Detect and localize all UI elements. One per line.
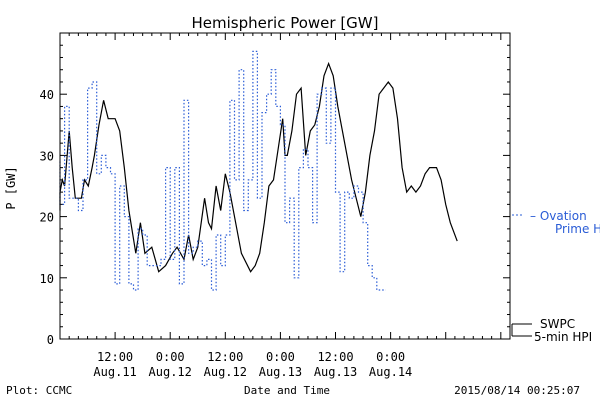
chart-title: Hemispheric Power [GW] — [192, 14, 379, 32]
legend-ovation-line1: – Ovation — [530, 209, 587, 223]
x-tick-label-time: 0:00 — [156, 350, 185, 364]
y-tick-label: 10 — [40, 272, 54, 286]
y-axis-label: P [GW] — [4, 166, 18, 209]
x-tick-label-date: Aug.12 — [204, 365, 247, 379]
plot-frame — [59, 32, 511, 340]
y-axis-ticks: 0 10 20 30 40 — [40, 44, 510, 347]
x-axis-label: Date and Time — [244, 384, 330, 397]
plot-series — [59, 50, 458, 291]
x-tick-label-date: Aug.14 — [369, 365, 412, 379]
x-tick-label-time: 0:00 — [266, 350, 295, 364]
y-tick-label: 40 — [40, 88, 54, 102]
footer-plot-source: Plot: CCMC — [6, 384, 72, 397]
y-tick-label: 30 — [40, 149, 54, 163]
x-tick-label-time: 0:00 — [376, 350, 405, 364]
x-tick-label-date: Aug.13 — [314, 365, 357, 379]
x-tick-label-time: 12:00 — [207, 350, 243, 364]
y-tick-label: 0 — [47, 333, 54, 347]
legend-ovation-line2: Prime HPI — [555, 222, 600, 236]
x-tick-label-time: 12:00 — [317, 350, 353, 364]
x-tick-label-date: Aug.11 — [93, 365, 136, 379]
footer-timestamp: 2015/08/14 00:25:07 — [454, 384, 580, 397]
series-line-swpc-5-min-hpi — [59, 61, 458, 273]
x-axis-ticks: 12:00Aug.110:00Aug.1212:00Aug.120:00Aug.… — [68, 33, 502, 379]
x-tick-label-date: Aug.13 — [259, 365, 302, 379]
series-line-ovation-prime-hpi — [59, 50, 386, 291]
legend-swpc-line1: SWPC — [540, 317, 575, 331]
legend-swpc-line2: 5-min HPI — [534, 330, 592, 344]
x-tick-label-time: 12:00 — [97, 350, 133, 364]
y-tick-label: 20 — [40, 211, 54, 225]
x-tick-label-date: Aug.12 — [149, 365, 192, 379]
